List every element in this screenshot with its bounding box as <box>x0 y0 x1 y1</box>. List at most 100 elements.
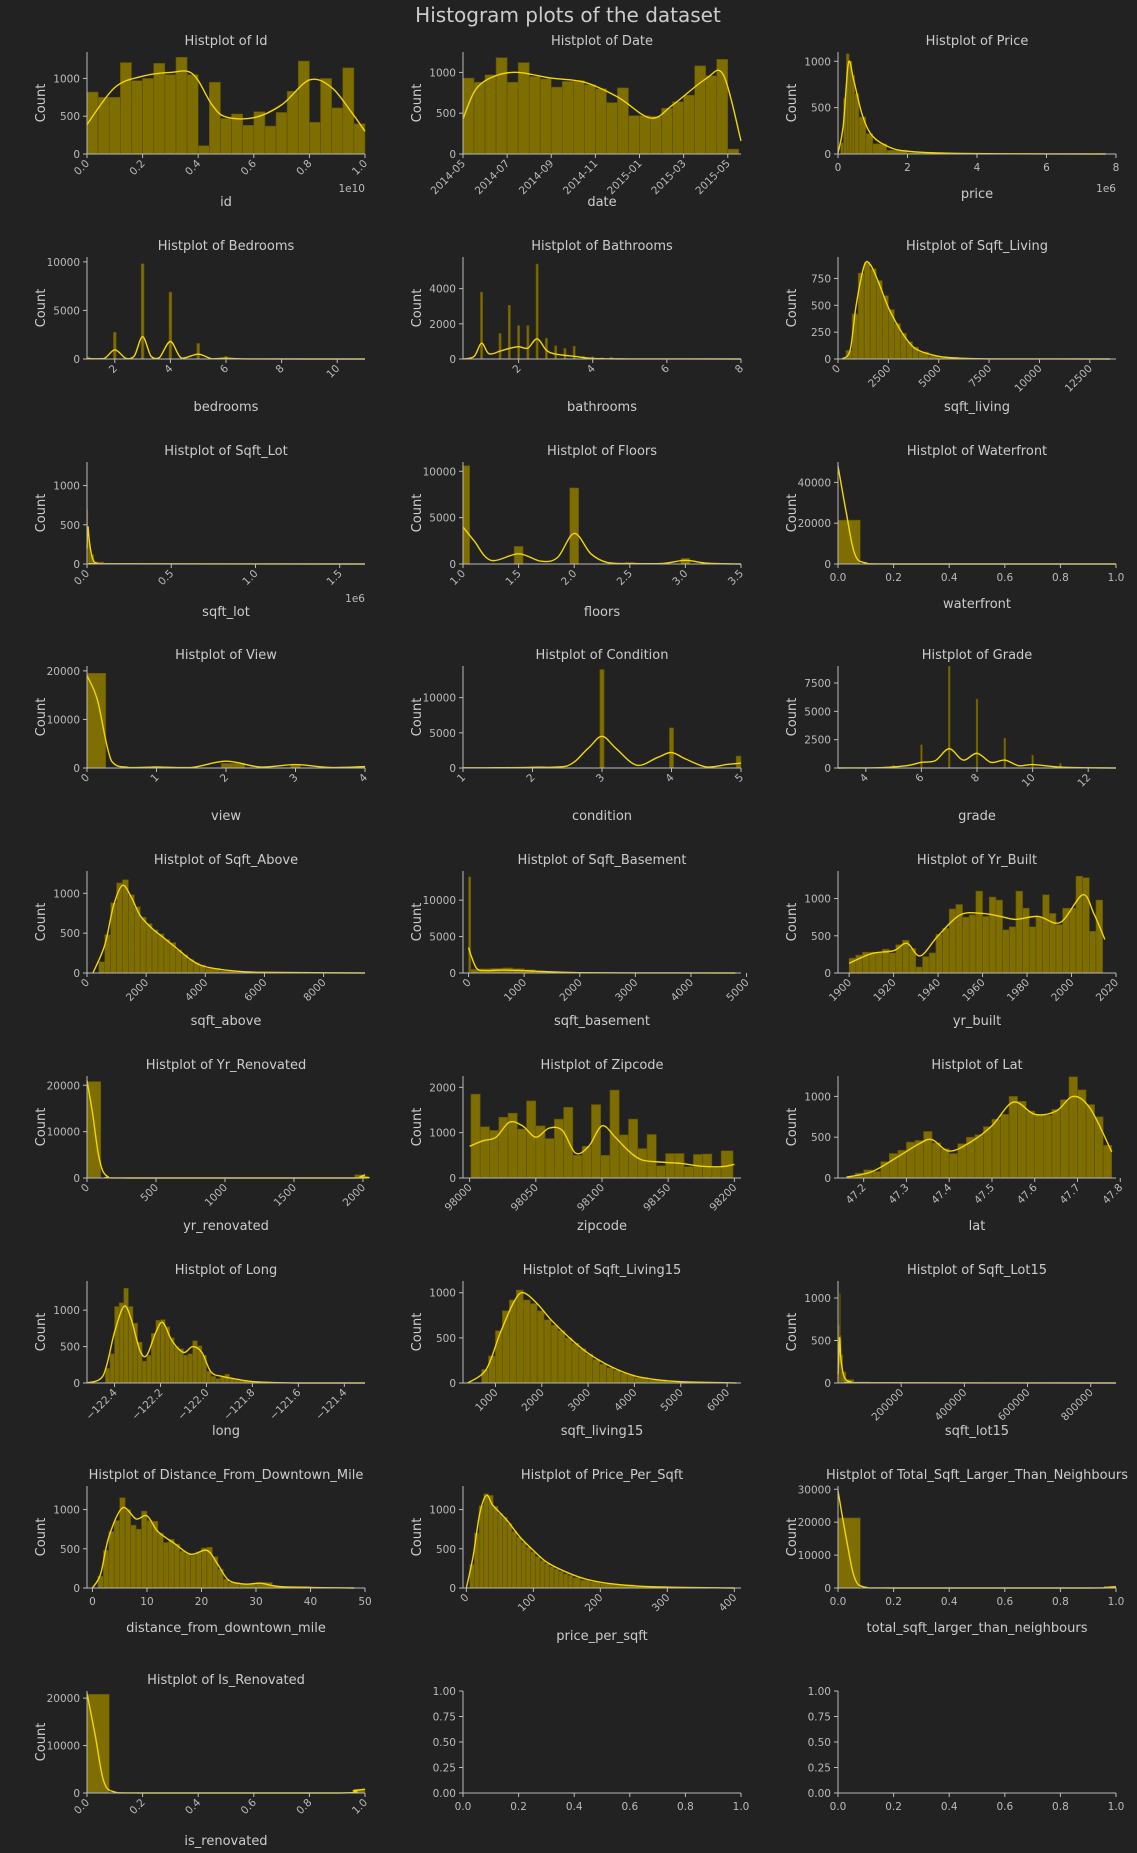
subplot-title: Histplot of Long <box>175 1263 277 1278</box>
histogram-bar <box>595 88 607 155</box>
x-tick-label: 40 <box>304 1596 317 1608</box>
histogram-bar <box>569 487 579 565</box>
histogram-bar <box>206 1371 212 1384</box>
histogram-bar <box>554 345 558 360</box>
subplot-title: Histplot of View <box>175 648 277 663</box>
y-axis-label: Count <box>34 1518 49 1557</box>
subplot-19: 0 500 1000 −122.4 −122.2 −122.0 −121.8 −121.6 −1… <box>34 1263 365 1439</box>
x-axis-label: price_per_sqft <box>556 1629 647 1644</box>
y-axis-label: Count <box>34 494 49 533</box>
y-tick-label: 10000 <box>47 714 80 726</box>
y-tick-label: 1000 <box>429 1505 456 1517</box>
subplot-11: 0 5000 10000 1 2 3 4 5 Histplot of Condition Coun… <box>410 648 746 824</box>
y-tick-label: 1000 <box>53 481 80 493</box>
y-axis-label: Count <box>34 698 49 737</box>
x-tick-label: 47.7 <box>1058 1182 1083 1207</box>
y-tick-label: 0 <box>449 149 456 161</box>
x-tick-label: 12500 <box>1063 363 1095 395</box>
subplot-title: Histplot of Price_Per_Sqft <box>521 1468 683 1483</box>
histogram-bar <box>940 1148 950 1179</box>
x-tick-label: 0.2 <box>885 1596 902 1608</box>
x-tick-label: 800000 <box>1059 1387 1096 1424</box>
x-axis-label: yr_built <box>953 1014 1001 1029</box>
histogram-bar <box>478 1505 485 1589</box>
histogram-bar <box>665 1153 676 1179</box>
y-axis-label: Count <box>785 494 800 533</box>
x-tick-label: 3000 <box>613 977 640 1004</box>
x-tick-label: 300 <box>650 1592 673 1615</box>
y-tick-label: 0.50 <box>808 1737 831 1749</box>
x-tick-label: 2015-03 <box>649 158 689 198</box>
histogram-bar <box>1017 1101 1027 1179</box>
x-tick-label: 0.8 <box>294 158 314 178</box>
subplot-title: Histplot of Yr_Built <box>917 853 1037 868</box>
y-tick-label: 0 <box>73 354 80 366</box>
histogram-bar <box>535 1556 541 1589</box>
histogram-bar <box>735 755 742 769</box>
x-tick-label: 10000 <box>1012 363 1044 395</box>
x-axis-label: price <box>961 187 993 202</box>
x-tick-label: 1.0 <box>240 568 260 588</box>
x-tick-label: 98150 <box>641 1182 673 1214</box>
x-tick-label: 0.0 <box>830 572 847 584</box>
x-tick-label: 0.0 <box>455 1801 472 1813</box>
histogram-bar <box>498 1116 509 1179</box>
y-axis-label: Count <box>34 289 49 328</box>
histogram-bar <box>931 1142 941 1179</box>
histogram-bar <box>195 1551 202 1589</box>
x-tick-label: 2500 <box>866 363 893 390</box>
histogram-bar <box>530 1551 536 1589</box>
histogram-bar <box>571 1342 580 1384</box>
histogram-bar <box>620 1372 628 1384</box>
histogram-bar <box>982 916 990 974</box>
x-axis-label: lat <box>969 1219 986 1234</box>
x-tick-label: 10 <box>140 1596 153 1608</box>
x-tick-label: 2014-09 <box>517 158 557 198</box>
histogram-bar <box>190 1554 197 1589</box>
y-axis-label: Count <box>785 1108 800 1147</box>
x-tick-label: 98100 <box>575 1182 607 1214</box>
y-tick-label: 0.50 <box>433 1737 456 1749</box>
x-tick-label: 0.4 <box>183 1796 204 1817</box>
kde-line <box>837 1336 1117 1384</box>
x-tick-label: 1000 <box>502 977 529 1004</box>
histogram-bar <box>124 1509 131 1589</box>
x-axis-label: sqft_basement <box>554 1014 650 1029</box>
figure-title: Histogram plots of the dataset <box>415 3 721 27</box>
histogram-bar <box>868 951 877 974</box>
histogram-bar <box>544 1138 555 1179</box>
histogram-bar <box>564 1337 573 1384</box>
y-tick-label: 20000 <box>47 666 80 678</box>
x-tick-label: 1 <box>455 772 468 785</box>
x-axis-label: sqft_living <box>944 400 1010 415</box>
y-tick-label: 1000 <box>53 1305 80 1317</box>
y-tick-label: 1000 <box>804 894 831 906</box>
histogram-bar <box>875 951 883 974</box>
histogram-bar <box>1042 1114 1053 1179</box>
histogram-bar <box>1008 926 1017 974</box>
y-tick-label: 500 <box>811 1132 831 1144</box>
histogram-bar <box>145 923 153 974</box>
x-axis-label: bedrooms <box>194 400 259 415</box>
y-tick-label: 0 <box>824 559 831 571</box>
histogram-bar <box>592 1359 600 1384</box>
histogram-bar <box>563 1106 574 1179</box>
histogram-bar <box>975 890 983 974</box>
histogram-bar <box>1002 929 1010 974</box>
x-offset-label: 1e6 <box>1096 183 1116 195</box>
histogram-bar <box>506 81 519 155</box>
x-tick-label: −122.4 <box>84 1386 120 1422</box>
histogram-bar <box>1051 1109 1061 1179</box>
histogram-bar <box>483 1493 489 1589</box>
x-tick-label: −122.0 <box>176 1387 212 1423</box>
y-tick-label: 10000 <box>423 895 456 907</box>
x-tick-label: 3000 <box>566 1387 593 1414</box>
subplot-title: Histplot of Distance_From_Downtown_Mile <box>89 1468 364 1483</box>
y-tick-label: 500 <box>811 103 831 115</box>
histogram-bar <box>923 1131 933 1179</box>
kde-line <box>467 1292 737 1384</box>
histogram-bar <box>109 1353 115 1384</box>
